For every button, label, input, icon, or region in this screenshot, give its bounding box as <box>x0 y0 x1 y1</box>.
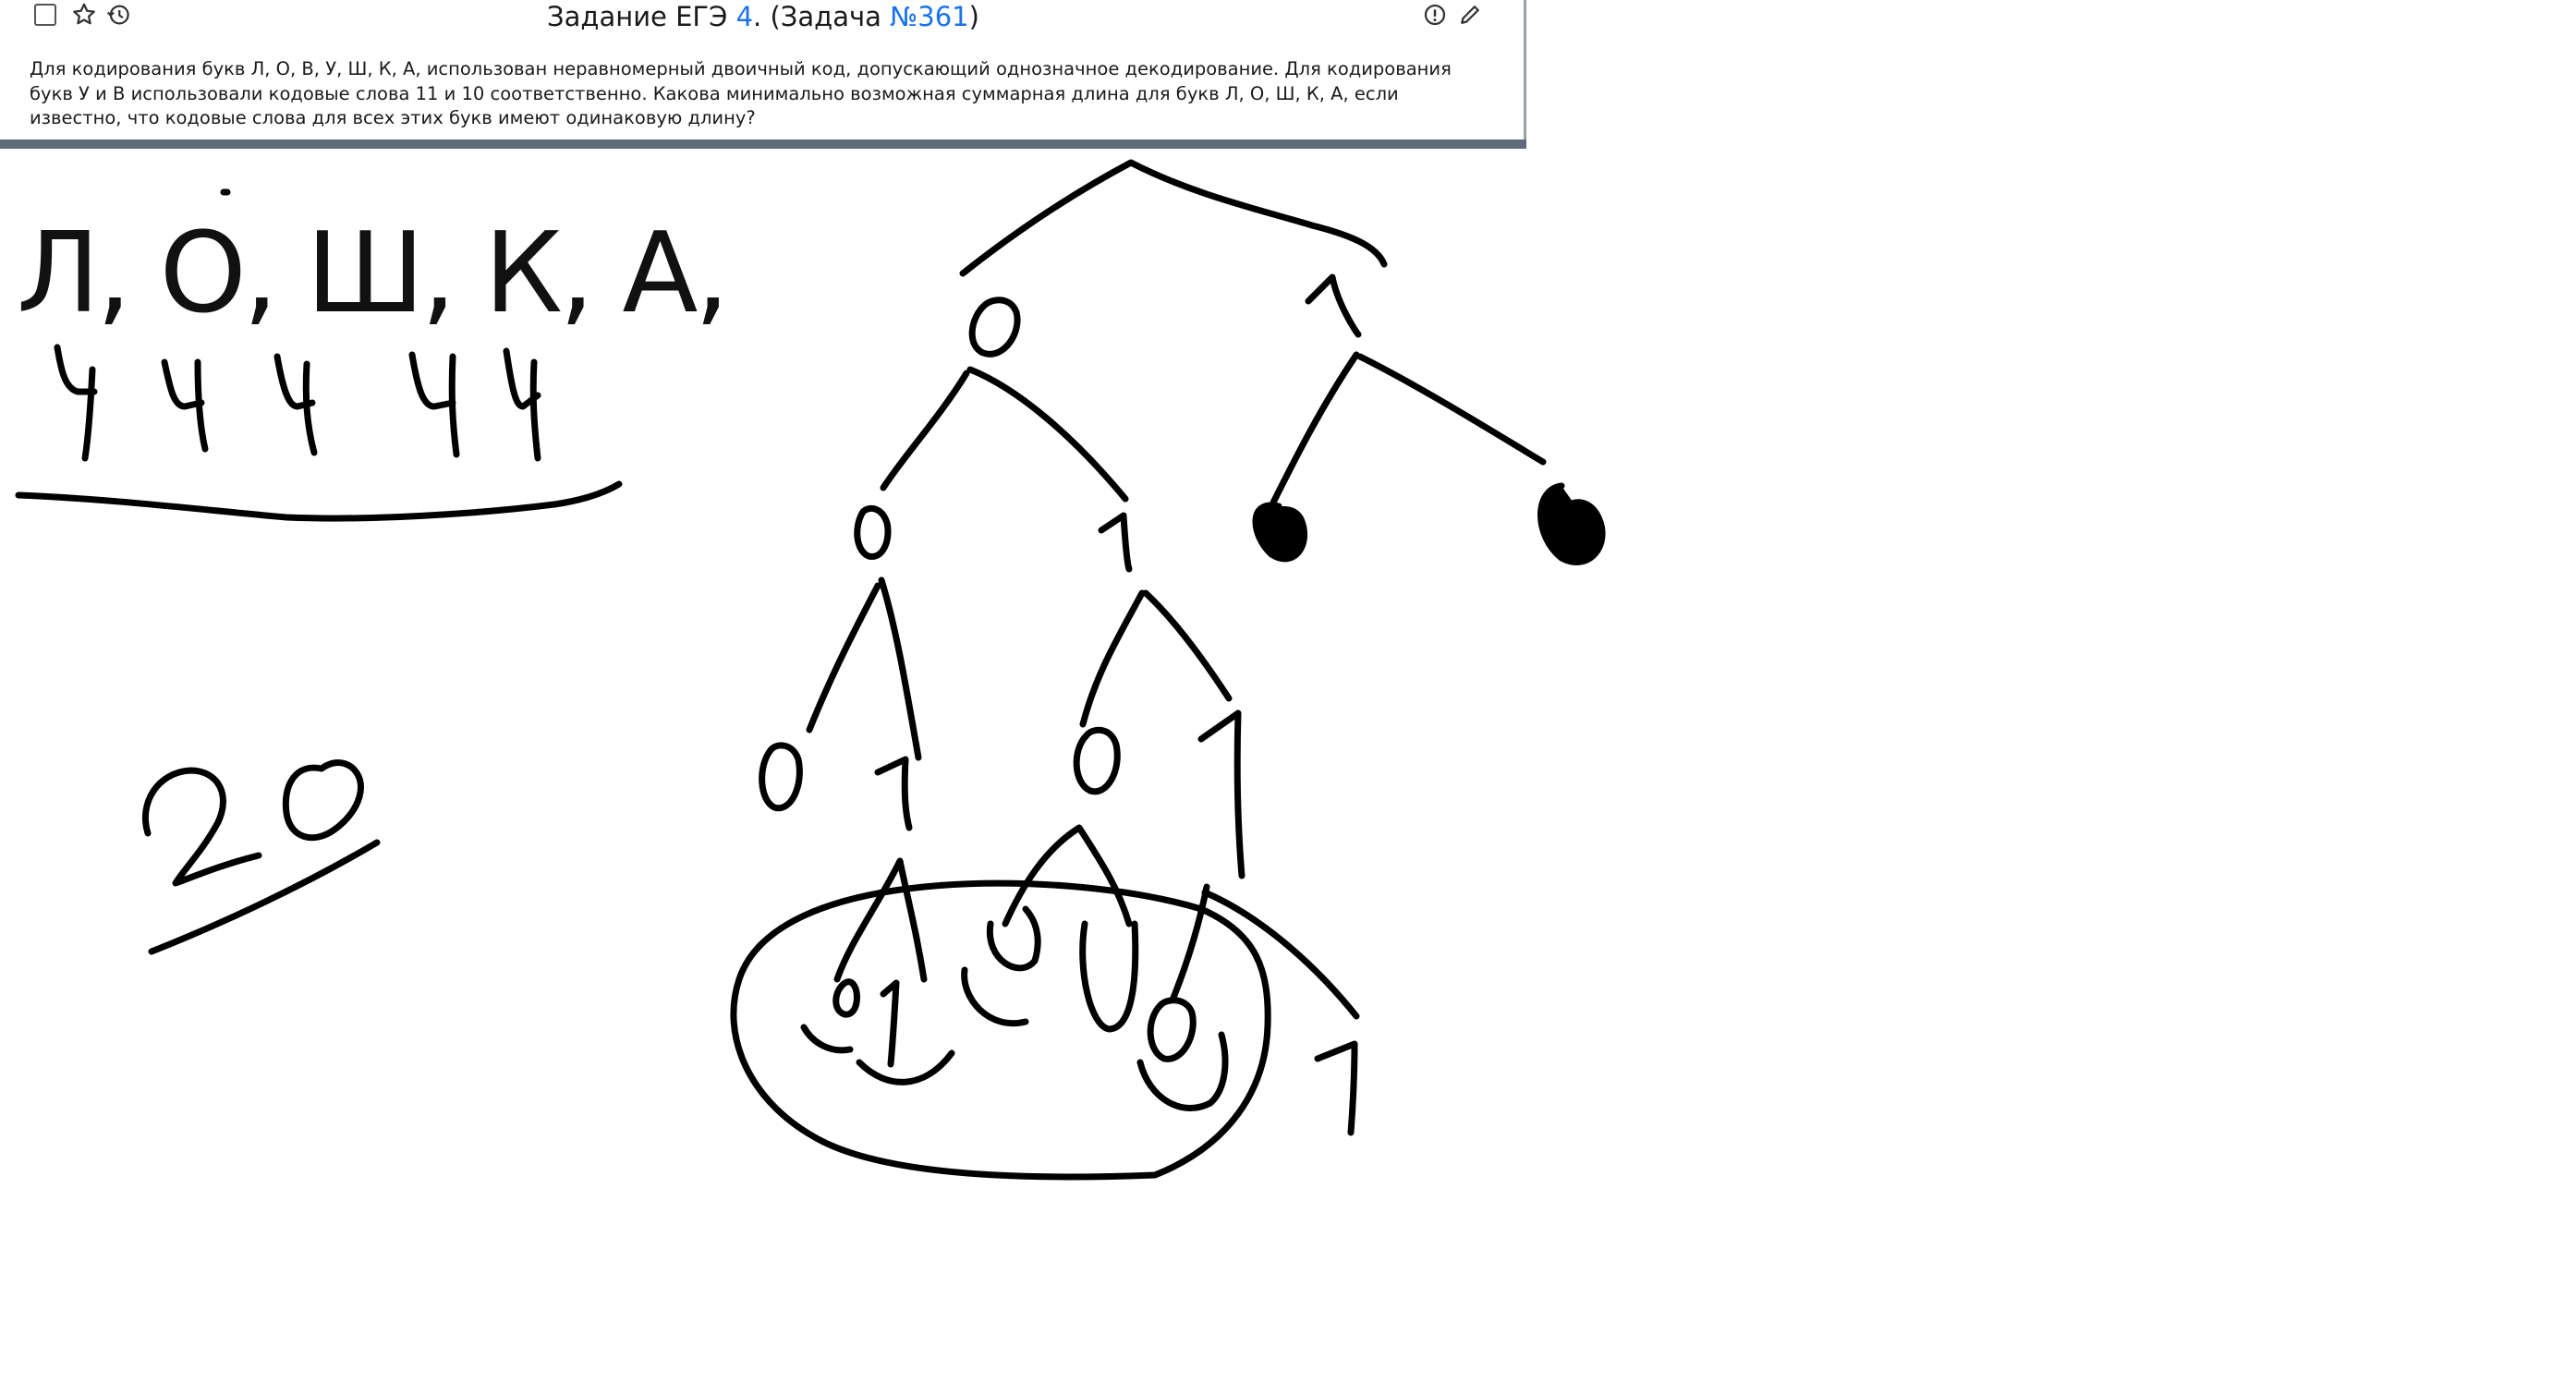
info-icon[interactable] <box>1421 1 1449 29</box>
tree-branch <box>806 576 922 761</box>
total-underline <box>148 839 381 955</box>
tree-branch <box>1079 589 1233 728</box>
history-icon[interactable] <box>104 1 132 29</box>
tree-digit-1 <box>1305 273 1362 338</box>
tree-digit-0 <box>1147 997 1197 1062</box>
tree-digit-0 <box>759 742 803 812</box>
tree-branch <box>833 857 928 983</box>
tree-digit-1 <box>1197 709 1245 879</box>
tree-digit-1 <box>1314 1040 1358 1136</box>
tree-branch <box>880 366 1129 503</box>
tree-digit-0 <box>1073 726 1121 795</box>
checkbox-icon[interactable] <box>34 4 56 26</box>
tree-digit-0 <box>968 297 1021 358</box>
tree-digit-1 <box>880 979 900 1068</box>
tree-branch <box>1270 351 1547 506</box>
letters-label: Л, О, Ш, К, А, <box>17 210 730 338</box>
tree-digit-0 <box>986 905 1041 972</box>
task-card: Задание ЕГЭ 4. (Задача №361) Для кодиров… <box>0 0 1526 140</box>
length-4-stroke <box>503 347 541 462</box>
tree-digit-1 <box>874 756 913 831</box>
divider-bar <box>0 139 1526 149</box>
pencil-icon[interactable] <box>1456 1 1484 29</box>
total-digit-0 <box>282 759 364 842</box>
title-text: Задание ЕГЭ <box>547 1 736 32</box>
tree-digit-0 <box>832 978 860 1018</box>
length-4-stroke <box>408 351 460 458</box>
tree-branch <box>1170 883 1360 1020</box>
sum-underline <box>15 480 623 522</box>
tree-digit-0 <box>854 504 892 560</box>
total-digit-2 <box>141 767 262 887</box>
tree-digit-1 <box>1098 512 1133 573</box>
tree-digit-0 <box>961 920 1139 1033</box>
length-4-stroke <box>54 344 98 462</box>
tree-branch <box>1002 824 1133 927</box>
ink-stroke <box>800 1024 955 1085</box>
length-4-stroke <box>161 358 209 453</box>
task-number-link[interactable]: №361 <box>890 1 969 32</box>
task-statement: Для кодирования букв Л, О, В, У, Ш, К, А… <box>30 58 1452 128</box>
task-type-link[interactable]: 4 <box>735 1 754 32</box>
filled-node <box>1537 482 1606 565</box>
tree-root-branches <box>959 159 1388 277</box>
title-text: ) <box>968 1 979 32</box>
title-text: . (Задача <box>753 1 891 32</box>
ink-stroke <box>1136 1031 1229 1111</box>
task-header: Задание ЕГЭ 4. (Задача №361) <box>0 0 1524 35</box>
length-4-stroke <box>273 353 318 456</box>
selection-circle <box>730 879 1271 1181</box>
task-title: Задание ЕГЭ 4. (Задача №361) <box>0 0 1524 33</box>
star-icon[interactable] <box>70 1 98 29</box>
filled-node <box>1252 502 1308 563</box>
